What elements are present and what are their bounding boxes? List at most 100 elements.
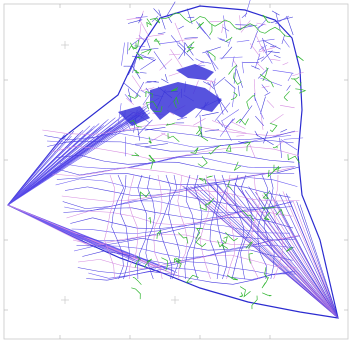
contour-segment: [143, 264, 166, 270]
contour-segment: [168, 200, 171, 215]
feature-line: [262, 67, 269, 82]
contour-segment: [201, 112, 219, 116]
contour-segment: [138, 35, 146, 43]
contour-segment: [126, 252, 130, 267]
feature-line: [261, 276, 269, 289]
contour-segment: [225, 252, 227, 267]
contour-segment: [257, 56, 265, 61]
contour-segment: [270, 187, 274, 202]
contour-segment: [98, 242, 121, 247]
contour-segment: [221, 239, 226, 254]
contour-segment: [145, 239, 148, 254]
contour-segment: [171, 226, 177, 241]
contour-segment: [224, 79, 236, 89]
contour-segment: [157, 32, 166, 35]
contour-segment: [174, 22, 184, 43]
contour-segment: [221, 130, 248, 134]
contour-segment: [162, 239, 168, 254]
contour-segment: [150, 157, 176, 160]
feature-line: [195, 236, 207, 248]
contour-segment: [164, 200, 170, 215]
contour-segment: [177, 187, 181, 202]
contour-segment: [168, 71, 182, 77]
contour-segment: [240, 252, 243, 267]
contour-segment: [120, 133, 145, 139]
contour-segment: [154, 212, 178, 217]
contour-segment: [270, 221, 294, 229]
feature-line: [239, 292, 244, 298]
contour-segment: [73, 245, 97, 252]
contour-segment: [177, 44, 194, 61]
contour-segment: [131, 207, 155, 213]
contour-segment: [202, 81, 211, 86]
contour-segment: [134, 216, 157, 224]
contour-segment: [110, 200, 134, 207]
contour-segment: [196, 21, 211, 40]
contour-segment: [159, 226, 164, 241]
contour-segment: [47, 140, 72, 147]
contour-segment: [120, 200, 122, 215]
contour-segment: [194, 187, 200, 202]
contour-segment: [217, 119, 224, 127]
contour-segment: [208, 250, 230, 256]
contour-segment: [205, 174, 209, 189]
contour-segment: [128, 265, 131, 280]
contour-segment: [136, 226, 138, 241]
contour-segment: [221, 120, 232, 141]
feature-line: [132, 277, 142, 285]
feature-line: [197, 131, 209, 142]
contour-segment: [256, 200, 261, 215]
contour-segment: [170, 123, 196, 127]
feature-line: [186, 41, 195, 53]
contour-segment: [79, 178, 105, 182]
contour-segment: [192, 239, 197, 254]
contour-segment: [177, 200, 181, 215]
contour-segment: [199, 239, 203, 254]
contour-segment: [271, 255, 293, 261]
contour-segment: [274, 187, 278, 202]
contour-segment: [137, 174, 143, 189]
feature-line: [129, 119, 142, 128]
contour-segment: [210, 213, 214, 228]
contour-segment: [281, 34, 285, 44]
contour-segment: [89, 210, 112, 213]
contour-segment: [244, 0, 251, 18]
contour-segment: [100, 167, 125, 173]
contour-segment: [93, 229, 116, 233]
contour-segment: [120, 213, 127, 228]
contour-segment: [208, 240, 232, 245]
contour-segment: [107, 213, 111, 228]
contour-segment: [140, 87, 155, 92]
contour-segment: [266, 200, 272, 215]
feature-line: [225, 36, 233, 42]
contour-segment: [162, 253, 185, 259]
contour-segment: [261, 46, 273, 64]
contour-segment: [225, 128, 247, 134]
contour-segment: [121, 42, 125, 66]
contour-segment: [263, 213, 267, 228]
contour-segment: [245, 172, 270, 177]
contour-segment: [109, 252, 114, 267]
contour-segment: [205, 51, 219, 70]
contour-segment: [179, 174, 183, 189]
feature-line: [140, 48, 153, 55]
contour-segment: [273, 54, 281, 59]
contour-segment: [164, 261, 187, 267]
contour-segment: [178, 37, 198, 42]
contour-segment: [256, 38, 275, 42]
contour-segment: [200, 215, 224, 220]
contour-segment: [115, 232, 138, 234]
contour-segment: [151, 178, 176, 185]
contour-segment: [260, 114, 264, 130]
contour-segment: [94, 131, 120, 138]
feature-line: [233, 72, 242, 85]
contour-segment: [268, 239, 275, 254]
contour-segment: [166, 15, 173, 24]
contour-segment: [200, 183, 339, 319]
contour-segment: [253, 174, 256, 189]
contour-segment: [227, 185, 339, 319]
contour-segment: [7, 119, 109, 206]
contour-segment: [124, 254, 146, 260]
